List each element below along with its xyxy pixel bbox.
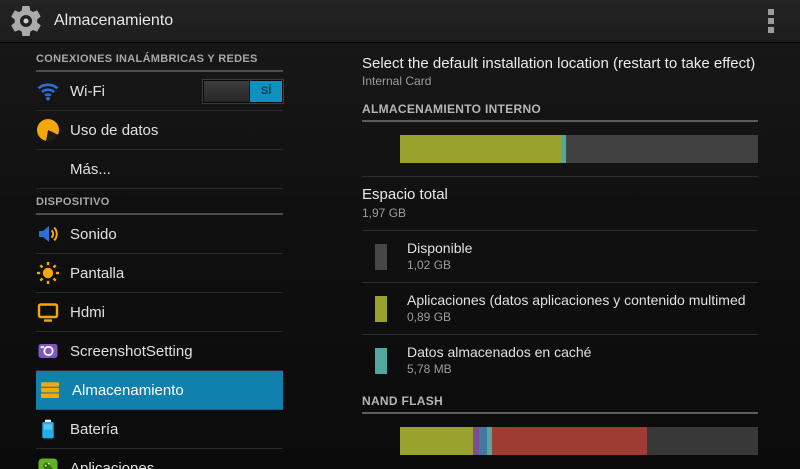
sidebar-item-label: Almacenamiento bbox=[72, 381, 184, 399]
sidebar-item-label: Hdmi bbox=[70, 303, 106, 321]
sidebar-item-label: Wi-Fi bbox=[70, 82, 105, 100]
available-color-chip bbox=[375, 243, 387, 270]
section-header-wireless: CONEXIONES INALÁMBRICAS Y REDES bbox=[36, 43, 283, 72]
install-location-value: Internal Card bbox=[362, 74, 432, 88]
overflow-menu-icon[interactable] bbox=[764, 5, 778, 37]
sidebar-item-display[interactable]: Pantalla bbox=[36, 254, 283, 293]
sidebar-item-storage[interactable]: Almacenamiento bbox=[36, 371, 283, 410]
sidebar-item-battery[interactable]: Batería bbox=[36, 410, 283, 449]
battery-icon bbox=[36, 417, 60, 441]
divider bbox=[362, 176, 758, 177]
storage-icon bbox=[38, 378, 62, 402]
available-value: 1,02 GB bbox=[407, 258, 452, 272]
wifi-icon bbox=[36, 79, 60, 103]
section-header-internal-storage: ALMACENAMIENTO INTERNO bbox=[362, 102, 758, 122]
wifi-toggle-on-label: SÍ bbox=[250, 80, 282, 102]
sidebar-item-label: Batería bbox=[70, 420, 119, 438]
screenshot-camera-icon bbox=[36, 339, 60, 363]
total-space-value: 1,97 GB bbox=[362, 206, 407, 220]
settings-gear-icon bbox=[11, 5, 41, 37]
sidebar-item-label: Uso de datos bbox=[70, 121, 159, 139]
sidebar-item-label: Más... bbox=[70, 160, 111, 178]
sidebar-item-screenshotsetting[interactable]: ScreenshotSetting bbox=[36, 332, 283, 371]
divider bbox=[362, 334, 758, 335]
sidebar-item-label: Pantalla bbox=[70, 264, 125, 282]
settings-sidebar: CONEXIONES INALÁMBRICAS Y REDES Wi-Fi SÍ… bbox=[36, 43, 284, 469]
total-space-label: Espacio total bbox=[362, 186, 448, 203]
internal-total-row: Espacio total 1,97 GB bbox=[362, 177, 758, 230]
apps-data-label: Aplicaciones (datos aplicaciones y conte… bbox=[407, 292, 746, 308]
storage-panel: Select the default installation location… bbox=[340, 43, 800, 469]
nand-flash-bar bbox=[400, 427, 758, 455]
internal-storage-bar bbox=[400, 135, 758, 163]
divider bbox=[362, 230, 758, 231]
sidebar-item-more[interactable]: Más... bbox=[36, 150, 283, 189]
sidebar-item-data-usage[interactable]: Uso de datos bbox=[36, 111, 283, 150]
sidebar-item-label: ScreenshotSetting bbox=[70, 342, 193, 360]
section-header-nand-flash: NAND FLASH bbox=[362, 394, 758, 414]
sidebar-item-hdmi[interactable]: Hdmi bbox=[36, 293, 283, 332]
apps-color-chip bbox=[375, 295, 387, 322]
sidebar-item-label: Aplicaciones bbox=[70, 459, 155, 469]
cache-color-chip bbox=[375, 347, 387, 374]
sidebar-item-label: Sonido bbox=[70, 225, 117, 243]
available-row[interactable]: Disponible 1,02 GB bbox=[362, 231, 758, 282]
wifi-toggle[interactable]: SÍ bbox=[202, 78, 284, 104]
install-location-title: Select the default installation location… bbox=[362, 55, 756, 72]
divider bbox=[362, 282, 758, 283]
sound-icon bbox=[36, 222, 60, 246]
action-bar: Almacenamiento bbox=[0, 0, 800, 43]
display-icon bbox=[36, 261, 60, 285]
cached-data-row[interactable]: Datos almacenados en caché 5,78 MB bbox=[362, 335, 758, 386]
wifi-toggle-thumb bbox=[204, 80, 251, 102]
cached-data-value: 5,78 MB bbox=[407, 362, 452, 376]
page-title: Almacenamiento bbox=[54, 12, 174, 29]
data-usage-icon bbox=[36, 118, 60, 142]
hdmi-icon bbox=[36, 300, 60, 324]
sidebar-item-sound[interactable]: Sonido bbox=[36, 215, 283, 254]
sidebar-item-wifi[interactable]: Wi-Fi SÍ bbox=[36, 72, 284, 111]
cached-data-label: Datos almacenados en caché bbox=[407, 344, 592, 360]
settings-body: CONEXIONES INALÁMBRICAS Y REDES Wi-Fi SÍ… bbox=[0, 43, 800, 469]
apps-android-icon bbox=[36, 456, 60, 469]
available-label: Disponible bbox=[407, 240, 473, 256]
install-location-preference[interactable]: Select the default installation location… bbox=[362, 43, 758, 89]
apps-data-row[interactable]: Aplicaciones (datos aplicaciones y conte… bbox=[362, 283, 758, 334]
section-header-device: DISPOSITIVO bbox=[36, 189, 283, 215]
apps-data-value: 0,89 GB bbox=[407, 310, 452, 324]
sidebar-item-apps[interactable]: Aplicaciones bbox=[36, 449, 283, 469]
